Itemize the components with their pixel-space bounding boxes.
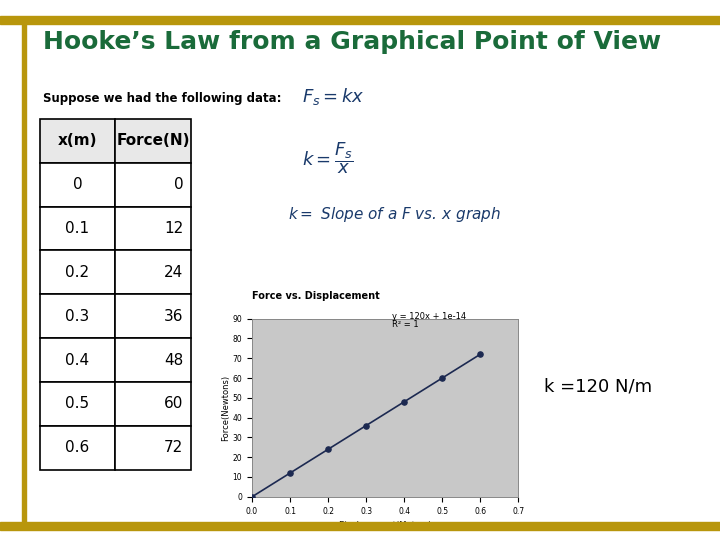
Point — [323, 445, 334, 454]
Point — [474, 350, 486, 359]
Text: Force vs. Displacement: Force vs. Displacement — [252, 291, 379, 301]
Text: k =120 N/m: k =120 N/m — [544, 377, 652, 395]
Text: $F_s = kx$: $F_s = kx$ — [302, 86, 365, 107]
Text: y = 120x + 1e-14: y = 120x + 1e-14 — [392, 312, 467, 321]
Text: $k =$ Slope of a F vs. x graph: $k =$ Slope of a F vs. x graph — [288, 205, 501, 224]
Text: Suppose we had the following data:: Suppose we had the following data: — [43, 92, 282, 105]
Text: Hooke’s Law from a Graphical Point of View: Hooke’s Law from a Graphical Point of Vi… — [43, 30, 662, 53]
X-axis label: Displacement(Meters): Displacement(Meters) — [338, 521, 432, 530]
Point — [284, 469, 296, 477]
Text: R² = 1: R² = 1 — [392, 320, 419, 329]
Point — [436, 374, 448, 382]
Point — [361, 421, 372, 430]
Point — [246, 492, 258, 501]
Text: $k = \dfrac{F_s}{x}$: $k = \dfrac{F_s}{x}$ — [302, 140, 354, 176]
Y-axis label: Force(Newtons): Force(Newtons) — [221, 375, 230, 441]
Point — [398, 397, 410, 406]
